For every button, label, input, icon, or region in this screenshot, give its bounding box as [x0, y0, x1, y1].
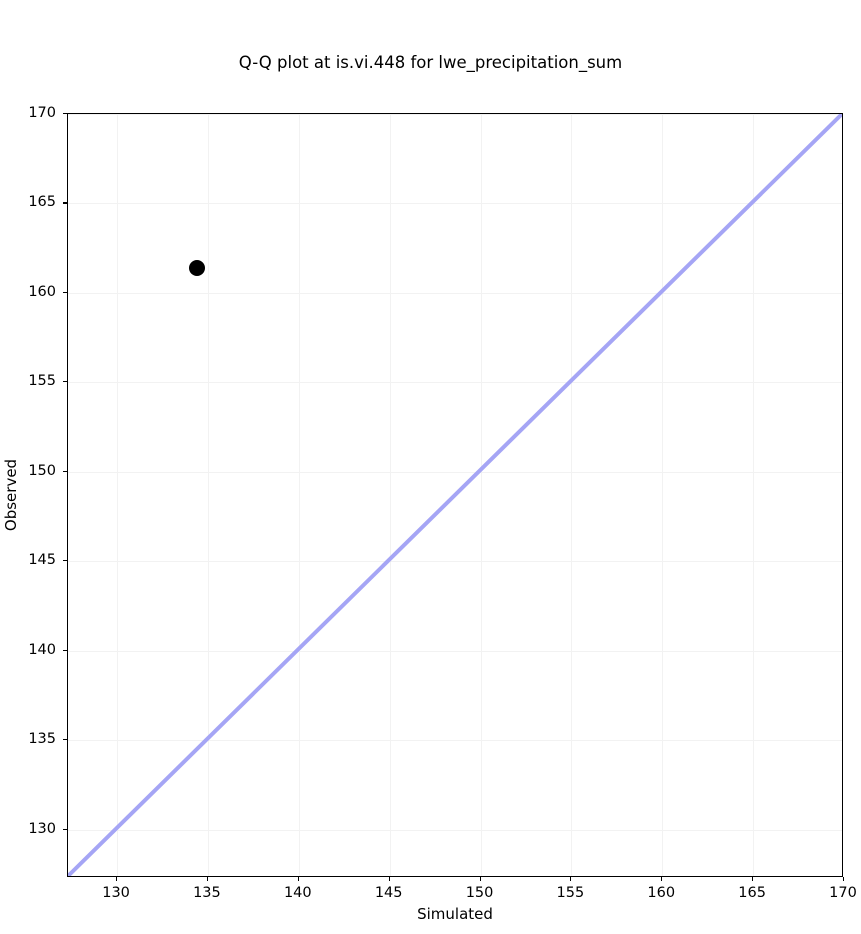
x-tick-label: 170 [829, 885, 857, 901]
y-tick-mark [63, 649, 67, 651]
x-tick-mark [570, 877, 572, 881]
y-tick-label: 135 [28, 731, 56, 748]
gridline-vertical [571, 114, 573, 876]
gridline-horizontal [68, 382, 842, 384]
y-tick-label: 155 [28, 373, 56, 390]
gridline-horizontal [68, 471, 842, 473]
scatter-point [189, 259, 206, 276]
x-tick-mark [843, 877, 845, 881]
y-tick-mark [63, 202, 67, 204]
plot-surface [68, 114, 842, 876]
x-axis-label: Simulated [417, 905, 493, 923]
reference-line [68, 114, 842, 876]
x-tick-label: 150 [465, 885, 494, 901]
x-tick-mark [752, 877, 754, 881]
x-tick-label: 130 [102, 885, 130, 901]
y-tick-label: 170 [28, 105, 56, 121]
gridline-horizontal [68, 114, 842, 115]
gridline-horizontal [68, 203, 842, 205]
y-tick-mark [63, 739, 67, 741]
gridline-vertical [207, 114, 209, 876]
gridline-vertical [389, 114, 391, 876]
gridline-horizontal [68, 650, 842, 652]
y-tick-label: 160 [28, 283, 56, 300]
y-tick-mark [63, 560, 67, 562]
gridline-horizontal [68, 829, 842, 831]
gridline-vertical [753, 114, 755, 876]
x-tick-label: 135 [193, 885, 221, 901]
y-tick-mark [63, 470, 67, 472]
plot-axes [67, 113, 843, 877]
y-tick-label: 130 [28, 820, 56, 837]
gridline-vertical [662, 114, 664, 876]
y-tick-mark [63, 828, 67, 830]
gridline-vertical [117, 114, 119, 876]
title-line-1: Q-Q plot at is.vi.448 for lwe_precipitat… [238, 52, 623, 72]
gridline-horizontal [68, 561, 842, 563]
gridline-horizontal [68, 292, 842, 294]
y-axis-label-text: Observed [2, 458, 21, 532]
x-tick-label: 145 [374, 885, 403, 901]
y-tick-mark [63, 113, 67, 115]
y-axis-label: Observed [0, 113, 22, 877]
y-tick-label: 165 [28, 194, 56, 211]
y-tick-mark [63, 381, 67, 383]
x-tick-label: 160 [647, 885, 676, 901]
x-tick-mark [297, 877, 299, 881]
y-tick-label: 145 [28, 552, 56, 569]
x-tick-mark [116, 877, 118, 881]
x-tick-mark [388, 877, 390, 881]
gridline-horizontal [68, 740, 842, 742]
x-tick-mark [206, 877, 209, 881]
gridline-vertical [480, 114, 482, 876]
x-tick-label: 165 [738, 885, 766, 901]
gridline-vertical [298, 114, 300, 876]
x-tick-label: 140 [283, 885, 312, 901]
x-tick-mark [661, 877, 663, 881]
x-tick-label: 155 [556, 885, 585, 901]
one-to-one-line [68, 114, 842, 876]
y-tick-label: 150 [28, 462, 56, 479]
x-tick-mark [479, 877, 481, 881]
y-tick-mark [63, 291, 67, 294]
y-tick-label: 140 [28, 641, 56, 658]
